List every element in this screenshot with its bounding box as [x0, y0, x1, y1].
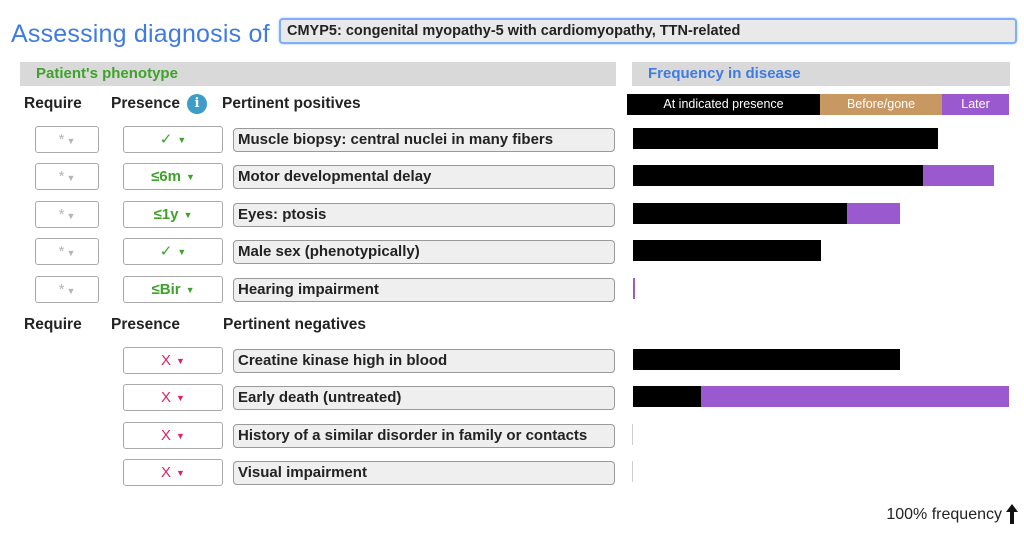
frequency-scale-label: 100% frequency: [886, 506, 1002, 523]
caret-down-icon: ▼: [176, 431, 185, 441]
require-dropdown[interactable]: * ▼: [35, 201, 99, 228]
presence-column-header: Presence: [111, 316, 180, 333]
presence-dropdown[interactable]: ✓ ▼: [123, 126, 223, 153]
require-dropdown[interactable]: * ▼: [35, 163, 99, 190]
presence-value: X: [161, 389, 172, 406]
arrow-up-icon: [1006, 504, 1018, 524]
phenotype-feature[interactable]: Creatine kinase high in blood: [233, 349, 615, 373]
require-column-header: Require: [24, 95, 82, 112]
frequency-bar-at-presence: [633, 386, 701, 407]
presence-dropdown[interactable]: X ▼: [123, 459, 223, 486]
frequency-bar-later: [633, 278, 635, 299]
presence-dropdown[interactable]: ≤1y ▼: [123, 201, 223, 228]
frequency-bar-at-presence: [633, 240, 821, 261]
caret-down-icon: ▼: [66, 136, 76, 146]
frequency-bar-empty: [632, 461, 633, 482]
caret-down-icon: ▼: [186, 172, 195, 182]
info-icon[interactable]: i: [187, 94, 207, 114]
presence-value: X: [161, 427, 172, 444]
phenotype-section-header: Patient's phenotype: [20, 62, 616, 86]
caret-down-icon: ▼: [183, 210, 193, 220]
phenotype-feature[interactable]: History of a similar disorder in family …: [233, 424, 615, 448]
frequency-bar-empty: [632, 424, 633, 445]
page-title: Assessing diagnosis of: [11, 20, 270, 48]
pertinent-negatives-header: Pertinent negatives: [223, 316, 366, 333]
presence-column-header: Presence: [111, 95, 180, 112]
require-dropdown[interactable]: * ▼: [35, 276, 99, 303]
phenotype-feature[interactable]: Muscle biopsy: central nuclei in many fi…: [233, 128, 615, 152]
require-value: *: [58, 131, 65, 148]
phenotype-feature[interactable]: Motor developmental delay: [233, 165, 615, 189]
legend-later: Later: [942, 94, 1009, 115]
presence-value: ≤1y: [153, 206, 179, 223]
caret-down-icon: ▼: [66, 211, 76, 221]
presence-dropdown[interactable]: X ▼: [123, 422, 223, 449]
presence-value: ≤6m: [151, 168, 181, 185]
require-dropdown[interactable]: * ▼: [35, 126, 99, 153]
frequency-bar-later: [847, 203, 900, 224]
caret-down-icon: ▼: [176, 393, 185, 403]
frequency-bar-later: [701, 386, 1009, 407]
phenotype-feature[interactable]: Male sex (phenotypically): [233, 240, 615, 264]
presence-value: ✓: [159, 243, 173, 260]
presence-dropdown[interactable]: X ▼: [123, 384, 223, 411]
frequency-bar-at-presence: [633, 203, 847, 224]
presence-dropdown[interactable]: ≤6m ▼: [123, 163, 223, 190]
require-dropdown[interactable]: * ▼: [35, 238, 99, 265]
caret-down-icon: ▼: [66, 173, 76, 183]
require-value: *: [58, 243, 65, 260]
caret-down-icon: ▼: [177, 135, 187, 145]
presence-value: ✓: [159, 131, 173, 148]
phenotype-feature[interactable]: Eyes: ptosis: [233, 203, 615, 227]
caret-down-icon: ▼: [185, 285, 195, 295]
caret-down-icon: ▼: [177, 247, 187, 257]
require-value: *: [58, 281, 65, 298]
frequency-bar-at-presence: [633, 128, 938, 149]
legend-before-gone: Before/gone: [820, 94, 942, 115]
presence-dropdown[interactable]: X ▼: [123, 347, 223, 374]
caret-down-icon: ▼: [176, 356, 185, 366]
pertinent-positives-header: Pertinent positives: [222, 95, 361, 112]
phenotype-feature[interactable]: Visual impairment: [233, 461, 615, 485]
phenotype-feature[interactable]: Hearing impairment: [233, 278, 615, 302]
diagnosis-select[interactable]: CMYP5: congenital myopathy-5 with cardio…: [279, 18, 1017, 44]
caret-down-icon: ▼: [66, 248, 76, 258]
frequency-bar-later: [923, 165, 994, 186]
require-value: *: [58, 206, 65, 223]
presence-dropdown[interactable]: ✓ ▼: [123, 238, 223, 265]
presence-dropdown[interactable]: ≤Bir ▼: [123, 276, 223, 303]
legend-at-indicated-presence: At indicated presence: [627, 94, 820, 115]
require-column-header: Require: [24, 316, 82, 333]
caret-down-icon: ▼: [176, 468, 185, 478]
presence-value: X: [161, 352, 172, 369]
frequency-section-header: Frequency in disease: [632, 62, 1010, 86]
require-value: *: [58, 168, 65, 185]
phenotype-feature[interactable]: Early death (untreated): [233, 386, 615, 410]
presence-value: X: [161, 464, 172, 481]
presence-value: ≤Bir: [151, 281, 181, 298]
frequency-bar-at-presence: [633, 165, 923, 186]
caret-down-icon: ▼: [66, 286, 76, 296]
frequency-bar-at-presence: [633, 349, 900, 370]
